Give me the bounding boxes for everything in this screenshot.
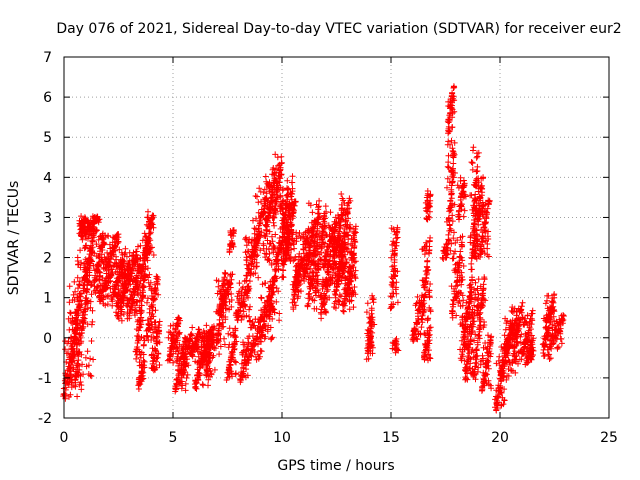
y-tick-labels: -2 -1 0 1 2 3 4 5 6 7: [38, 50, 52, 427]
axis-ticks: [63, 56, 610, 419]
x-tick-label: 5: [169, 430, 178, 446]
x-axis-label: GPS time / hours: [277, 458, 394, 474]
x-tick-label: 20: [491, 430, 509, 446]
data-points: [60, 83, 567, 414]
y-tick-label: 3: [43, 210, 52, 226]
y-tick-label: 4: [43, 170, 52, 186]
sdtvar-points: [60, 83, 567, 414]
y-tick-label: 0: [43, 331, 52, 347]
x-tick-labels: 0 5 10 15 20 25: [60, 430, 618, 446]
plot-frame: [63, 56, 610, 419]
chart-title: Day 076 of 2021, Sidereal Day-to-day VTE…: [56, 21, 621, 37]
y-tick-label: 6: [43, 90, 52, 106]
y-axis-label: SDTVAR / TECUs: [6, 181, 22, 296]
y-tick-label: 7: [43, 50, 52, 66]
y-tick-label: -1: [38, 371, 52, 387]
x-tick-label: 15: [382, 430, 400, 446]
y-tick-label: 2: [43, 251, 52, 267]
y-tick-label: -2: [38, 411, 52, 427]
x-tick-label: 25: [600, 430, 618, 446]
x-tick-label: 0: [60, 430, 69, 446]
x-tick-label: 10: [273, 430, 291, 446]
y-tick-label: 5: [43, 130, 52, 146]
y-tick-label: 1: [43, 291, 52, 307]
